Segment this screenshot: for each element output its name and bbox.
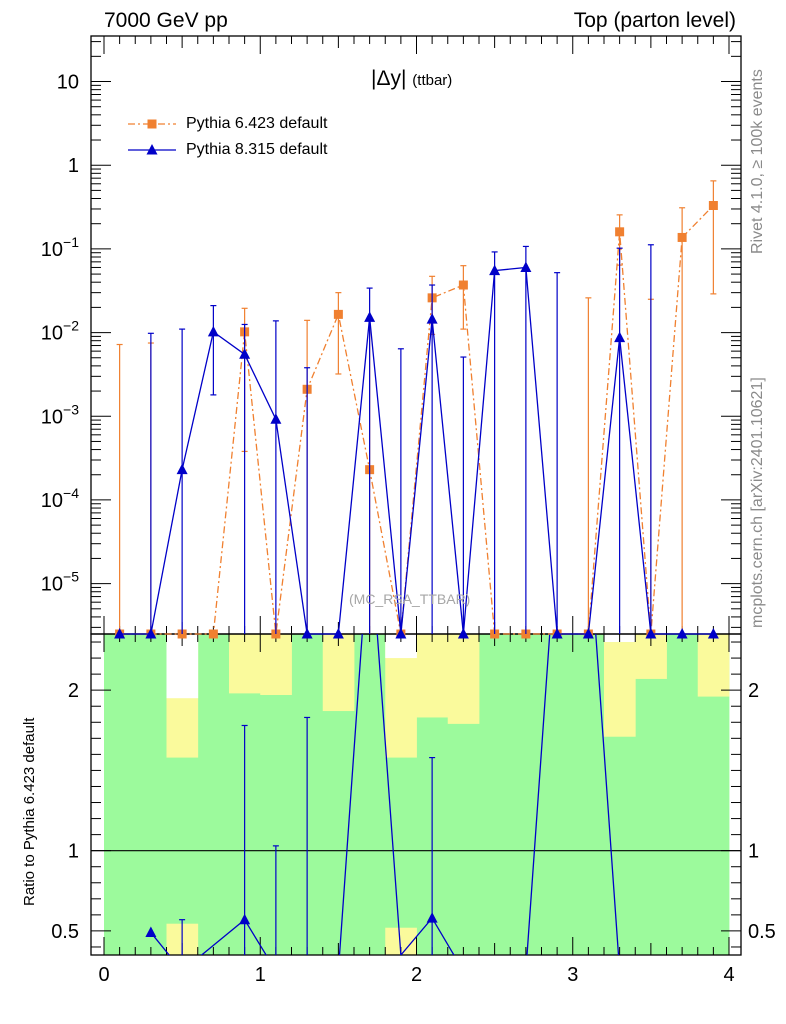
tick-labels: 10−5 10−4 10−3 10−2 10−1 1 10 0.5 0.5 1 1 2 2 0 1 2 3 4: [41, 72, 776, 986]
main-plot-title-sub: (ttbar): [412, 72, 453, 89]
point-marker: [208, 629, 218, 639]
main-ytick-label: 10−3: [41, 401, 79, 428]
band-green-13: [510, 634, 542, 955]
ratio-bands: [104, 634, 730, 955]
mcplots-label: mcplots.cern.ch [arXiv:2401.10621]: [749, 377, 766, 628]
series-line: [119, 266, 714, 635]
main-ytick-label: 10: [57, 72, 79, 94]
series-line: [119, 205, 714, 635]
axis-ticks: [91, 36, 741, 955]
legend-marker-pythia6: [147, 119, 157, 129]
xtick-label: 1: [255, 964, 266, 986]
band-green-14: [541, 634, 574, 955]
ratio-ytick-label-right: 2: [748, 680, 759, 702]
ratio-point-marker: [239, 913, 251, 925]
band-yellow-5: [260, 634, 292, 695]
band-yellow-7: [322, 634, 355, 712]
band-green-0: [104, 634, 136, 955]
xtick-label: 4: [723, 964, 734, 986]
band-yellow-11: [447, 634, 480, 724]
point-marker: [114, 628, 126, 639]
point-marker: [707, 628, 719, 639]
point-marker: [458, 280, 468, 290]
point-marker: [645, 628, 657, 639]
legend: [128, 119, 176, 155]
band-yellow-16: [604, 642, 636, 737]
point-marker: [520, 261, 532, 272]
band-yellow-4: [229, 634, 261, 694]
point-marker: [551, 628, 563, 639]
point-marker: [489, 264, 501, 276]
point-marker: [614, 331, 626, 343]
header-process-label: Top (parton level): [573, 9, 736, 32]
point-marker: [677, 232, 687, 242]
point-marker: [676, 628, 688, 639]
band-yellow-10: [416, 634, 449, 718]
main-series: [114, 180, 719, 639]
point-marker: [457, 628, 469, 639]
point-marker: [207, 325, 219, 337]
xtick-label: 3: [567, 964, 578, 986]
ratio-ytick-label-right: 0.5: [748, 921, 776, 943]
legend-label-pythia8: Pythia 8.315 default: [186, 141, 328, 158]
ratio-y-axis-label: Ratio to Pythia 6.423 default: [21, 717, 38, 906]
point-marker: [145, 628, 157, 639]
rivet-version-label: Rivet 4.1.0, ≥ 100k events: [749, 69, 766, 254]
main-ytick-label: 10−4: [41, 485, 79, 512]
main-plot-title: |Δy| (ttbar): [371, 67, 452, 91]
ratio-series-group: [145, 634, 620, 955]
point-marker: [615, 227, 625, 237]
main-ytick-label: 10−5: [41, 569, 79, 596]
band-green-3: [197, 634, 230, 955]
ratio-point-marker: [426, 912, 438, 923]
legend-label-pythia6: Pythia 6.423 default: [186, 115, 328, 132]
main-ytick-label: 10−1: [41, 234, 79, 261]
band-green-12: [479, 634, 511, 955]
xtick-label: 2: [411, 964, 422, 986]
ratio-ytick-label-left: 1: [68, 841, 79, 863]
point-marker: [582, 628, 594, 639]
xtick-label: 0: [98, 964, 109, 986]
point-marker: [333, 309, 343, 319]
point-marker: [301, 628, 313, 639]
point-marker: [270, 413, 282, 424]
main-ytick-label: 1: [68, 155, 79, 177]
band-green-8: [354, 634, 386, 955]
legend-marker-pythia8: [146, 144, 158, 155]
header-energy-label: 7000 GeV pp: [104, 9, 228, 32]
series-pythia8: [114, 244, 719, 639]
main-ytick-label: 10−2: [41, 318, 79, 345]
band-yellow-19: [697, 634, 730, 697]
ratio-ytick-label-right: 1: [748, 841, 759, 863]
point-marker: [708, 201, 718, 211]
point-marker: [332, 628, 344, 639]
point-marker: [176, 463, 188, 475]
ratio-ytick-label-left: 2: [68, 680, 79, 702]
point-marker: [426, 313, 438, 324]
band-green-1: [135, 634, 167, 955]
ratio-series: [145, 634, 620, 955]
band-green-18: [666, 634, 699, 955]
point-marker: [364, 311, 376, 322]
ratio-point-marker: [145, 926, 157, 938]
ratio-ytick-label-left: 0.5: [51, 921, 79, 943]
analysis-watermark: (MC_RSA_TTBAR): [349, 591, 471, 607]
point-marker: [395, 628, 407, 639]
ratio-line: [150, 634, 620, 955]
band-green-17: [635, 634, 667, 955]
main-plot-title-main: |Δy|: [371, 67, 407, 90]
point-marker: [239, 348, 251, 359]
